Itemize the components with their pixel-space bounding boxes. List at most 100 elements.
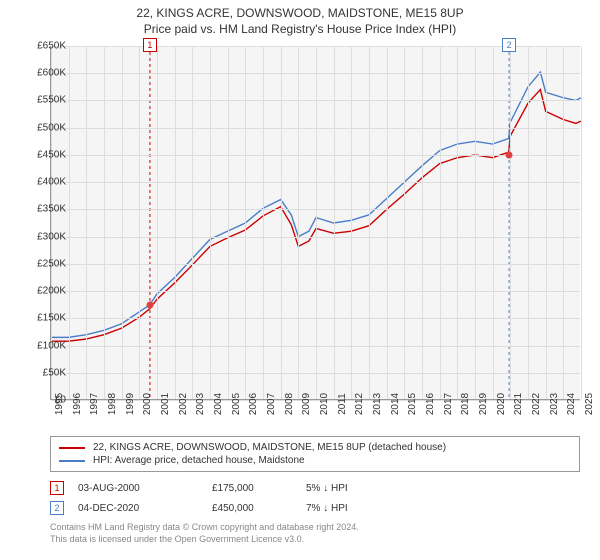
x-axis-label: 2007 bbox=[266, 393, 277, 415]
x-axis-label: 2001 bbox=[160, 393, 171, 415]
y-axis-label: £300K bbox=[20, 231, 66, 242]
x-axis-label: 2003 bbox=[195, 393, 206, 415]
chart-plot-area: 12 bbox=[50, 46, 580, 400]
x-axis-label: 2010 bbox=[319, 393, 330, 415]
x-axis-label: 2012 bbox=[354, 393, 365, 415]
y-axis-label: £50K bbox=[20, 367, 66, 378]
footer-attribution: Contains HM Land Registry data © Crown c… bbox=[50, 522, 580, 545]
footer-line1: Contains HM Land Registry data © Crown c… bbox=[50, 522, 580, 534]
sale-pct: 5% ↓ HPI bbox=[306, 483, 406, 494]
sale-marker: 1 bbox=[50, 481, 64, 495]
legend-row: 22, KINGS ACRE, DOWNSWOOD, MAIDSTONE, ME… bbox=[59, 441, 571, 454]
marker-dot-1 bbox=[146, 301, 153, 308]
x-axis-label: 2021 bbox=[513, 393, 524, 415]
x-axis-label: 2000 bbox=[142, 393, 153, 415]
legend-label: 22, KINGS ACRE, DOWNSWOOD, MAIDSTONE, ME… bbox=[93, 442, 446, 453]
x-axis-label: 1997 bbox=[89, 393, 100, 415]
footer-line2: This data is licensed under the Open Gov… bbox=[50, 534, 580, 546]
x-axis-label: 2009 bbox=[301, 393, 312, 415]
legend-swatch bbox=[59, 460, 85, 462]
gridline-v bbox=[475, 46, 476, 399]
gridline-v bbox=[228, 46, 229, 399]
gridline-v bbox=[157, 46, 158, 399]
gridline-v bbox=[387, 46, 388, 399]
y-axis-label: £500K bbox=[20, 122, 66, 133]
x-axis-label: 1998 bbox=[107, 393, 118, 415]
gridline-v bbox=[210, 46, 211, 399]
x-axis-label: 2014 bbox=[390, 393, 401, 415]
gridline-v bbox=[440, 46, 441, 399]
x-axis-label: 2018 bbox=[460, 393, 471, 415]
gridline-v bbox=[510, 46, 511, 399]
gridline-v bbox=[422, 46, 423, 399]
title-address: 22, KINGS ACRE, DOWNSWOOD, MAIDSTONE, ME… bbox=[0, 6, 600, 22]
x-axis-label: 2006 bbox=[248, 393, 259, 415]
gridline-v bbox=[528, 46, 529, 399]
sale-pct: 7% ↓ HPI bbox=[306, 503, 406, 514]
gridline-v bbox=[245, 46, 246, 399]
gridline-v bbox=[175, 46, 176, 399]
sale-price: £450,000 bbox=[212, 503, 292, 514]
gridline-v bbox=[369, 46, 370, 399]
x-axis-label: 2013 bbox=[372, 393, 383, 415]
x-axis-label: 1999 bbox=[125, 393, 136, 415]
x-axis-label: 2019 bbox=[478, 393, 489, 415]
x-axis-label: 2024 bbox=[566, 393, 577, 415]
x-axis-label: 2011 bbox=[337, 393, 348, 415]
y-axis-label: £400K bbox=[20, 177, 66, 188]
gridline-v bbox=[104, 46, 105, 399]
x-axis-label: 2025 bbox=[584, 393, 595, 415]
sale-row: 103-AUG-2000£175,0005% ↓ HPI bbox=[50, 478, 580, 498]
sale-date: 04-DEC-2020 bbox=[78, 503, 198, 514]
gridline-v bbox=[581, 46, 582, 399]
y-axis-label: £150K bbox=[20, 313, 66, 324]
marker-dot-2 bbox=[506, 151, 513, 158]
x-axis-label: 2015 bbox=[407, 393, 418, 415]
gridline-v bbox=[298, 46, 299, 399]
y-axis-label: £650K bbox=[20, 41, 66, 52]
y-axis-label: £100K bbox=[20, 340, 66, 351]
x-axis-label: 2023 bbox=[549, 393, 560, 415]
y-axis-label: £550K bbox=[20, 95, 66, 106]
gridline-v bbox=[351, 46, 352, 399]
legend-swatch bbox=[59, 447, 85, 449]
x-axis-label: 2005 bbox=[231, 393, 242, 415]
x-axis-label: 2004 bbox=[213, 393, 224, 415]
x-axis-label: 2022 bbox=[531, 393, 542, 415]
legend-label: HPI: Average price, detached house, Maid… bbox=[93, 455, 305, 466]
gridline-v bbox=[457, 46, 458, 399]
gridline-v bbox=[281, 46, 282, 399]
sale-row: 2 04-DEC-2020 £450,000 7% ↓ HPI bbox=[50, 498, 580, 518]
gridline-v bbox=[69, 46, 70, 399]
sale-price: £175,000 bbox=[212, 483, 292, 494]
x-axis-label: 2020 bbox=[496, 393, 507, 415]
y-axis-label: £600K bbox=[20, 68, 66, 79]
gridline-v bbox=[546, 46, 547, 399]
gridline-v bbox=[334, 46, 335, 399]
gridline-v bbox=[122, 46, 123, 399]
gridline-v bbox=[86, 46, 87, 399]
chart-title: 22, KINGS ACRE, DOWNSWOOD, MAIDSTONE, ME… bbox=[0, 0, 600, 37]
gridline-v bbox=[192, 46, 193, 399]
gridline-v bbox=[263, 46, 264, 399]
gridline-v bbox=[563, 46, 564, 399]
y-axis-label: £450K bbox=[20, 149, 66, 160]
sale-marker: 2 bbox=[50, 501, 64, 515]
y-axis-label: £350K bbox=[20, 204, 66, 215]
gridline-v bbox=[139, 46, 140, 399]
x-axis-label: 2017 bbox=[443, 393, 454, 415]
legend-row: HPI: Average price, detached house, Maid… bbox=[59, 454, 571, 467]
marker-box-1: 1 bbox=[143, 38, 157, 52]
y-axis-label: £250K bbox=[20, 258, 66, 269]
y-axis-label: £200K bbox=[20, 286, 66, 297]
gridline-v bbox=[316, 46, 317, 399]
x-axis-label: 2008 bbox=[284, 393, 295, 415]
x-axis-label: 1996 bbox=[72, 393, 83, 415]
marker-box-2: 2 bbox=[502, 38, 516, 52]
sales-list: 103-AUG-2000£175,0005% ↓ HPI204-DEC-2020… bbox=[50, 478, 580, 518]
legend-box: 22, KINGS ACRE, DOWNSWOOD, MAIDSTONE, ME… bbox=[50, 436, 580, 472]
x-axis-label: 2016 bbox=[425, 393, 436, 415]
title-subtitle: Price paid vs. HM Land Registry's House … bbox=[0, 22, 600, 38]
x-axis-label: 2002 bbox=[178, 393, 189, 415]
gridline-v bbox=[493, 46, 494, 399]
